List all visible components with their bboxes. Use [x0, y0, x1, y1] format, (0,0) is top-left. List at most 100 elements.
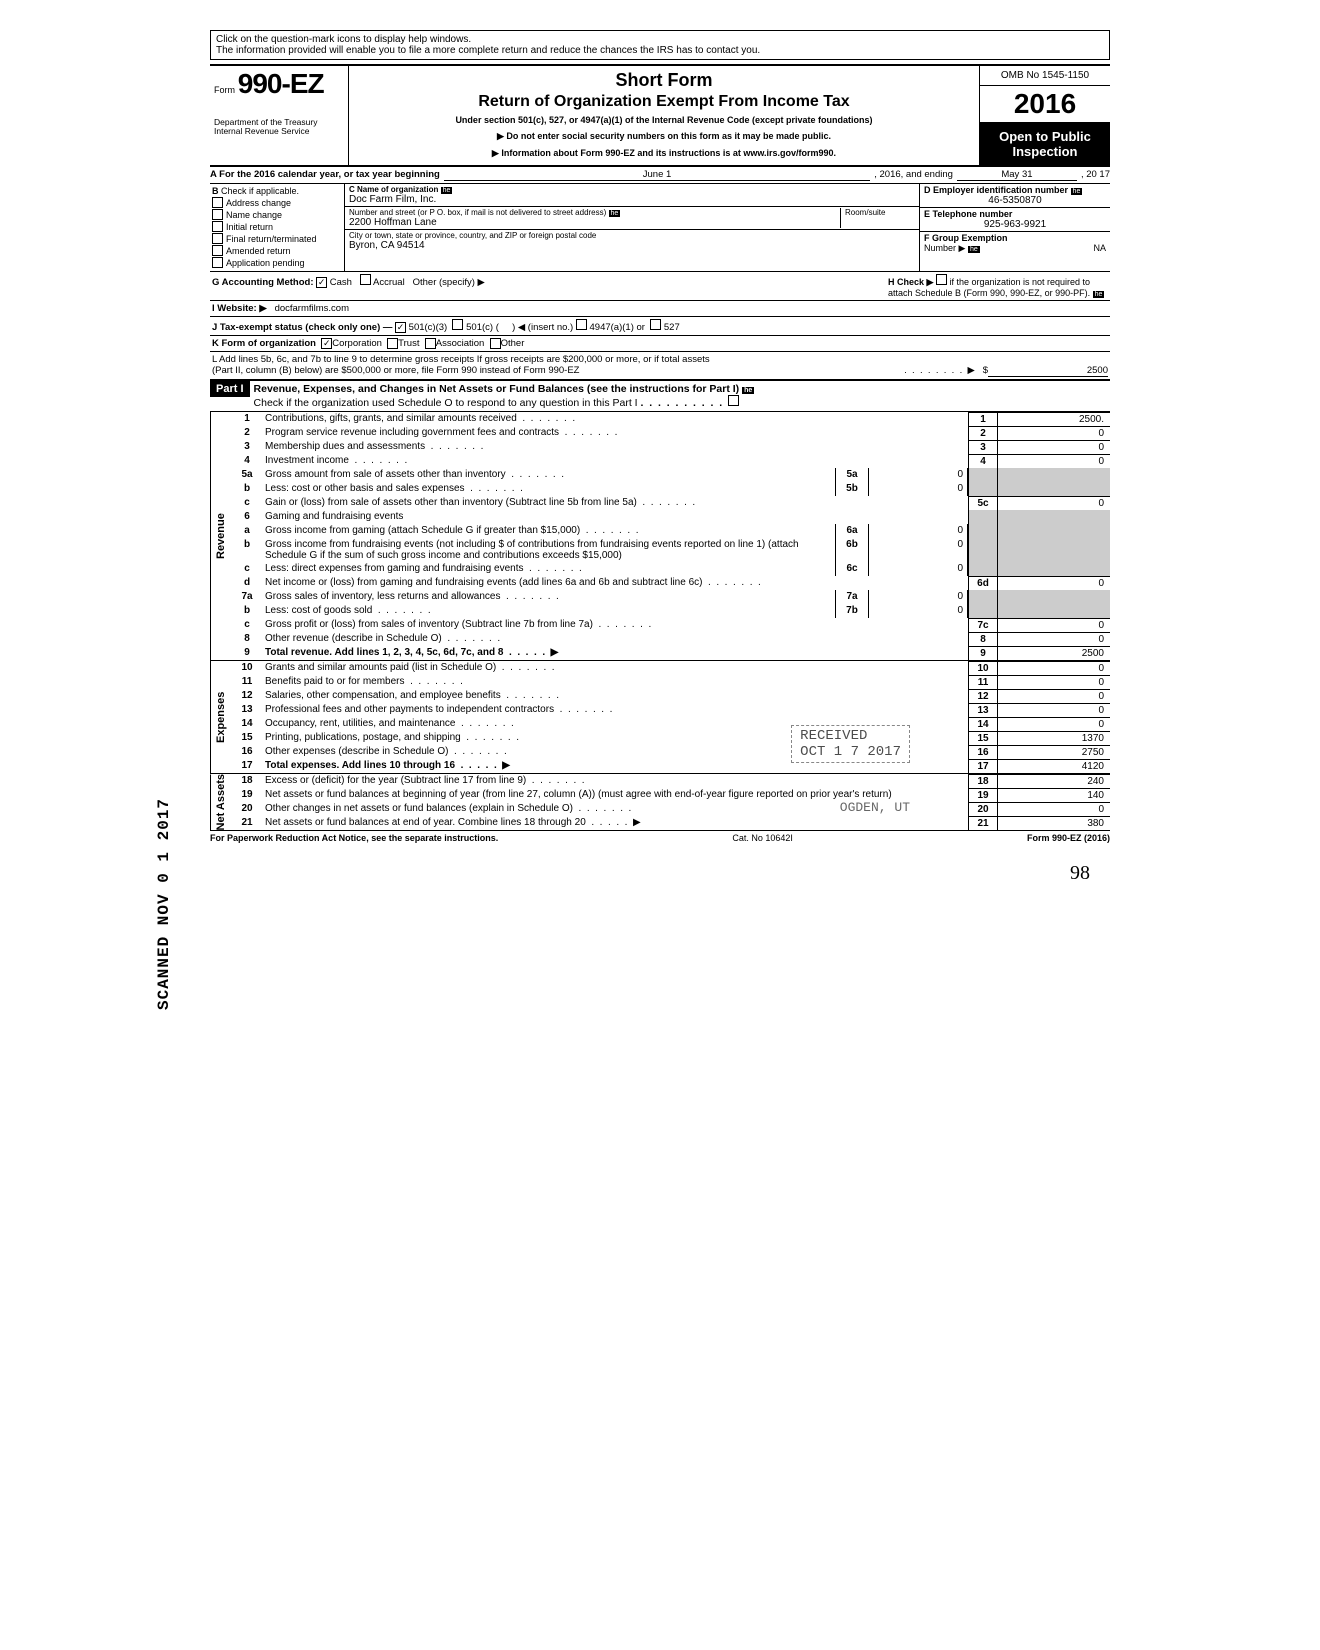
end-val[interactable]: 0: [998, 661, 1110, 675]
scanned-stamp: SCANNED NOV 0 1 2017: [155, 798, 173, 1010]
begin-date[interactable]: June 1: [444, 169, 870, 181]
col-d: D Employer identification number he 46-5…: [920, 184, 1110, 271]
end-val[interactable]: 380: [998, 816, 1110, 830]
help-icon[interactable]: he: [609, 210, 621, 217]
j-501c3: 501(c)(3): [409, 322, 448, 333]
end-val[interactable]: 0: [998, 426, 1110, 440]
mid-val[interactable]: 0: [869, 590, 968, 604]
line-desc: Printing, publications, postage, and shi…: [263, 731, 968, 745]
mid-val[interactable]: 0: [869, 538, 968, 562]
end-val[interactable]: 2500: [998, 646, 1110, 660]
line-num: 14: [231, 717, 263, 731]
end-val[interactable]: 0: [998, 576, 1110, 590]
form-year: 2016: [980, 86, 1110, 123]
line-desc: Less: cost or other basis and sales expe…: [263, 482, 835, 496]
year-suffix: 16: [1045, 88, 1076, 119]
end-val[interactable]: 0: [998, 689, 1110, 703]
cb-527[interactable]: [650, 319, 661, 330]
line-desc: Other revenue (describe in Schedule O) .…: [263, 632, 968, 646]
cb-final-return[interactable]: [212, 233, 223, 244]
end-box: 18: [968, 774, 998, 788]
cb-initial-return[interactable]: [212, 221, 223, 232]
help-icon[interactable]: he: [441, 187, 453, 194]
shaded-val: [998, 524, 1110, 538]
line-num: 9: [231, 646, 263, 660]
line-num: b: [231, 604, 263, 618]
ein-value[interactable]: 46-5350870: [924, 195, 1106, 206]
end-val[interactable]: 0: [998, 496, 1110, 510]
end-val[interactable]: 0: [998, 703, 1110, 717]
line-num: 16: [231, 745, 263, 759]
help-icon[interactable]: he: [1093, 291, 1105, 298]
end-val[interactable]: 4120: [998, 759, 1110, 773]
street-value[interactable]: 2200 Hoffman Lane: [349, 217, 840, 228]
org-name[interactable]: Doc Farm Film, Inc.: [349, 194, 915, 205]
expenses-side-label: Expenses: [210, 661, 231, 773]
cb-address-change[interactable]: [212, 197, 223, 208]
website-value[interactable]: docfarmfilms.com: [275, 303, 349, 314]
part1-title: Revenue, Expenses, and Changes in Net As…: [254, 383, 740, 395]
mid-val[interactable]: 0: [869, 524, 968, 538]
line-6b: bGross income from fundraising events (n…: [231, 538, 1110, 562]
line-num: 12: [231, 689, 263, 703]
mid-val[interactable]: 0: [869, 468, 968, 482]
cb-4947[interactable]: [576, 319, 587, 330]
help-icon[interactable]: he: [968, 246, 980, 253]
col-b: B Check if applicable. Address change Na…: [210, 184, 345, 271]
cb-cash[interactable]: ✓: [316, 277, 327, 288]
cb-amended[interactable]: [212, 245, 223, 256]
b-item-4: Amended return: [226, 246, 291, 256]
city-value[interactable]: Byron, CA 94514: [349, 240, 915, 251]
end-box: 19: [968, 788, 998, 802]
end-box: 8: [968, 632, 998, 646]
mid-val[interactable]: 0: [869, 604, 968, 618]
line-i: I Website: ▶ docfarmfilms.com: [210, 301, 1110, 317]
end-val[interactable]: 2500.: [998, 412, 1110, 426]
cb-assoc[interactable]: [425, 338, 436, 349]
mid-box: 7a: [835, 590, 869, 604]
end-val[interactable]: 0: [998, 632, 1110, 646]
end-val[interactable]: 1370: [998, 731, 1110, 745]
cb-501c3[interactable]: ✓: [395, 322, 406, 333]
footer-row: For Paperwork Reduction Act Notice, see …: [210, 831, 1110, 845]
end-val[interactable]: 140: [998, 788, 1110, 802]
help-icon[interactable]: he: [1071, 188, 1083, 195]
mid-val[interactable]: 0: [869, 482, 968, 496]
shaded-val: [998, 604, 1110, 618]
phone-value[interactable]: 925-963-9921: [924, 219, 1106, 230]
cb-accrual[interactable]: [360, 274, 371, 285]
part1-label: Part I: [210, 381, 250, 397]
cb-h[interactable]: [936, 274, 947, 285]
end-val[interactable]: 240: [998, 774, 1110, 788]
end-val[interactable]: 0: [998, 675, 1110, 689]
end-box: 4: [968, 454, 998, 468]
help-icon[interactable]: he: [742, 387, 754, 394]
mid-val[interactable]: 0: [869, 562, 968, 576]
line-num: 10: [231, 661, 263, 675]
form-header: Form 990-EZ Department of the Treasury I…: [210, 64, 1110, 167]
end-box: 20: [968, 802, 998, 816]
end-val[interactable]: 0: [998, 454, 1110, 468]
end-val[interactable]: 2750: [998, 745, 1110, 759]
line-10: 10Grants and similar amounts paid (list …: [231, 661, 1110, 675]
end-val[interactable]: 0: [998, 618, 1110, 632]
cb-name-change[interactable]: [212, 209, 223, 220]
cb-trust[interactable]: [387, 338, 398, 349]
l-value[interactable]: 2500: [988, 365, 1108, 377]
end-val[interactable]: 0: [998, 717, 1110, 731]
cb-501c[interactable]: [452, 319, 463, 330]
shaded-box: [968, 524, 998, 538]
f-value[interactable]: NA: [1093, 243, 1106, 253]
cb-k-other[interactable]: [490, 338, 501, 349]
cb-corp[interactable]: ✓: [321, 338, 332, 349]
end-val[interactable]: 0: [998, 802, 1110, 816]
end-date[interactable]: May 31: [957, 169, 1077, 181]
end-box: 3: [968, 440, 998, 454]
cb-part1-schedo[interactable]: [728, 395, 739, 406]
cb-app-pending[interactable]: [212, 257, 223, 268]
end-box: 14: [968, 717, 998, 731]
end-val[interactable]: 0: [998, 440, 1110, 454]
line-3: 3Membership dues and assessments . . . .…: [231, 440, 1110, 454]
shaded-val: [998, 590, 1110, 604]
line-num: b: [231, 538, 263, 562]
